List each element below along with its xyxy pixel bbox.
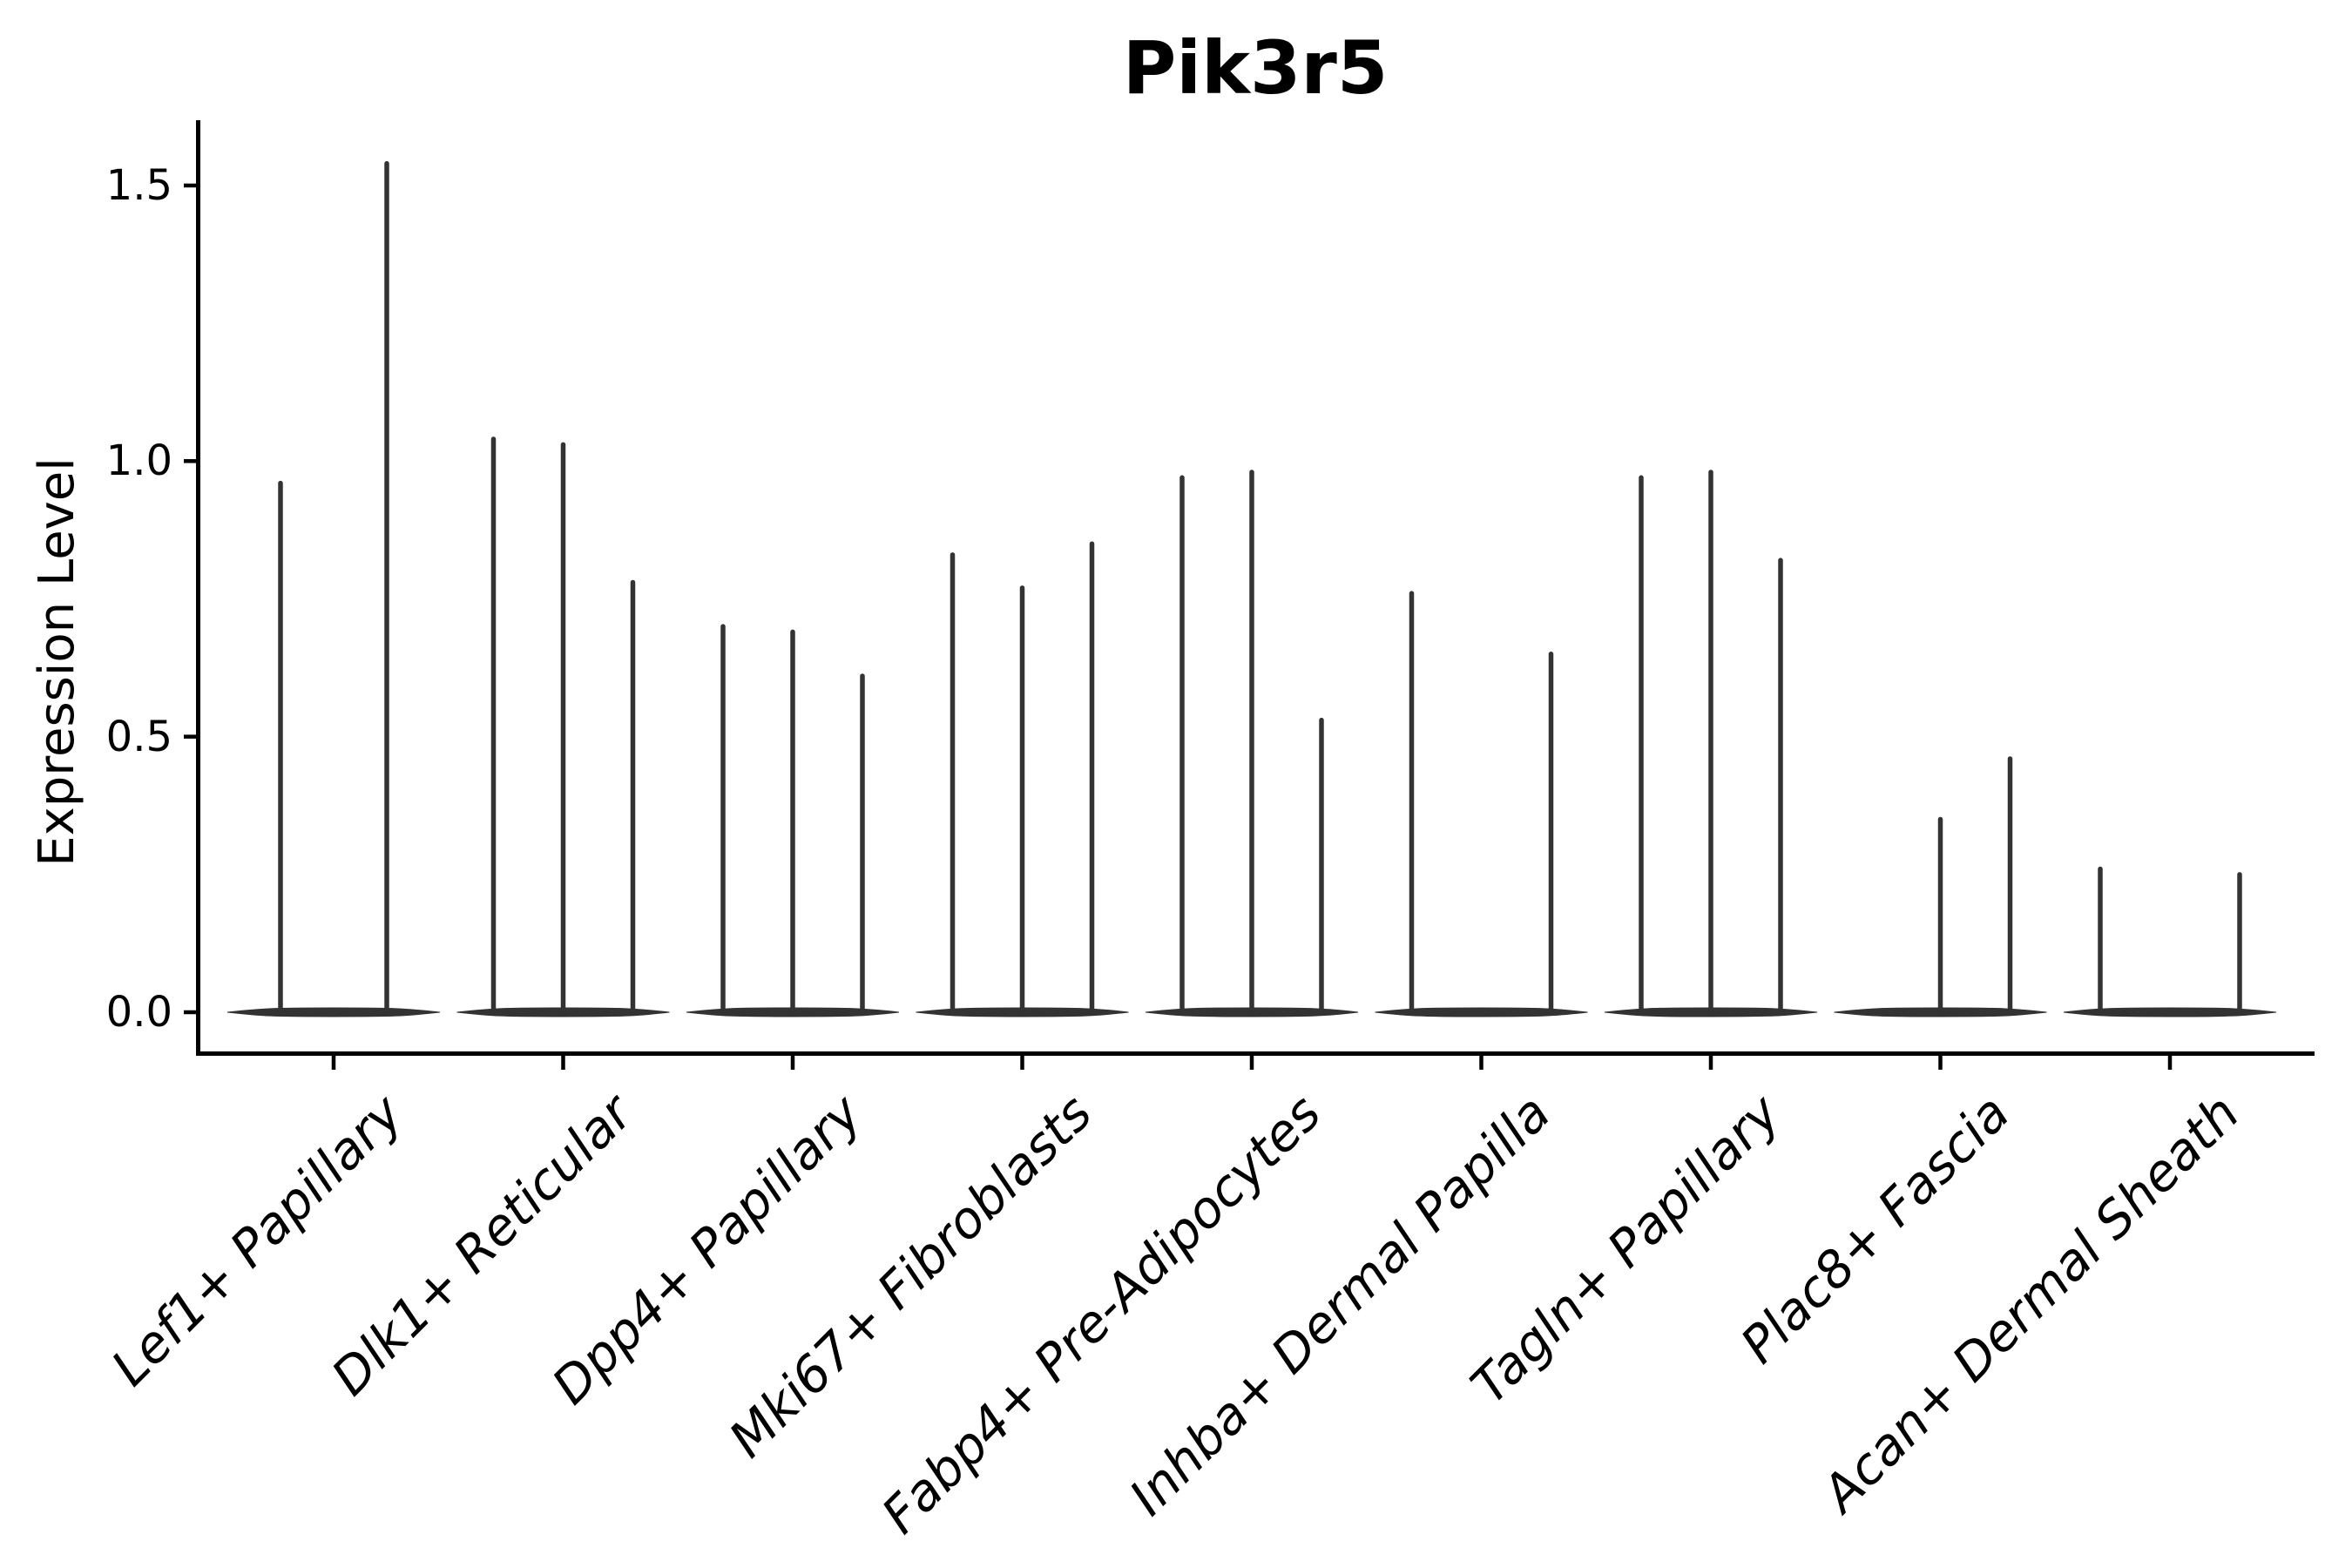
y-axis-spine xyxy=(196,120,200,1056)
y-axis-label: Expression Level xyxy=(29,457,85,867)
y-tick-label-1.0: 1.0 xyxy=(105,436,172,485)
x-axis-spine xyxy=(196,1051,2315,1056)
y-tick-label-0.5: 0.5 xyxy=(105,713,172,761)
violin-body xyxy=(2063,1007,2277,1017)
violin-body xyxy=(1375,1007,1588,1017)
chart-title: Pik3r5 xyxy=(1122,25,1389,111)
y-tick-label-0.0: 0.0 xyxy=(105,988,172,1037)
y-tick-label-1.5: 1.5 xyxy=(105,161,172,210)
violin-body xyxy=(226,1007,441,1017)
